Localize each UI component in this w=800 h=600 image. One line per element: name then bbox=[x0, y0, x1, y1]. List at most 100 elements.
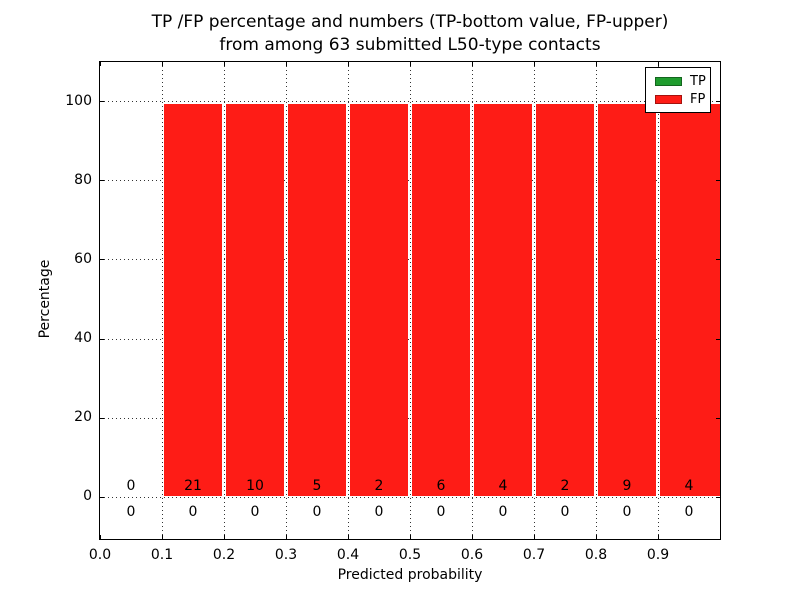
legend-swatch-fp bbox=[655, 94, 682, 104]
x-tick-bottom bbox=[533, 535, 535, 539]
bar-fp bbox=[660, 103, 720, 497]
y-tick-left bbox=[100, 259, 104, 261]
x-axis-label: Predicted probability bbox=[337, 567, 483, 583]
y-axis-label: Percentage bbox=[37, 259, 53, 339]
chart-title-line1: TP /FP percentage and numbers (TP-bottom… bbox=[151, 12, 669, 32]
y-tick-right bbox=[716, 338, 720, 340]
gridline-vertical bbox=[657, 62, 659, 539]
x-tick-top bbox=[595, 62, 597, 66]
gridline-vertical bbox=[471, 62, 473, 539]
x-tick-bottom bbox=[471, 535, 473, 539]
y-tick-label: 100 bbox=[65, 92, 92, 109]
legend-label-tp: TP bbox=[690, 73, 706, 89]
x-tick-bottom bbox=[595, 535, 597, 539]
x-tick-label: 0.3 bbox=[274, 547, 298, 563]
gridline-vertical bbox=[595, 62, 597, 539]
y-tick-left bbox=[100, 101, 104, 103]
gridline-horizontal bbox=[100, 259, 720, 261]
y-tick-label: 60 bbox=[74, 250, 92, 267]
tp-count-label: 0 bbox=[250, 504, 260, 521]
y-tick-right bbox=[716, 259, 720, 261]
gridline-horizontal bbox=[100, 180, 720, 182]
x-tick-label: 0.7 bbox=[522, 547, 546, 563]
x-tick-bottom bbox=[161, 535, 163, 539]
y-tick-left bbox=[100, 338, 104, 340]
bar-fp bbox=[598, 103, 656, 497]
bar-fp bbox=[474, 103, 532, 497]
tp-count-label: 0 bbox=[126, 504, 136, 521]
y-tick-right bbox=[716, 101, 720, 103]
fp-count-label: 2 bbox=[560, 478, 570, 495]
chart-title: TP /FP percentage and numbers (TP-bottom… bbox=[99, 11, 721, 57]
legend-swatch-tp bbox=[655, 76, 682, 86]
x-tick-bottom bbox=[223, 535, 225, 539]
x-tick-label: 0.9 bbox=[646, 547, 670, 563]
bar-fp bbox=[164, 103, 222, 497]
x-tick-top bbox=[223, 62, 225, 66]
x-tick-label: 0.5 bbox=[398, 547, 422, 563]
bar-fp bbox=[226, 103, 284, 497]
x-tick-bottom bbox=[99, 535, 101, 539]
fp-count-label: 4 bbox=[498, 478, 508, 495]
y-tick-right bbox=[716, 180, 720, 182]
legend: TP FP bbox=[645, 67, 711, 113]
x-tick-bottom bbox=[347, 535, 349, 539]
x-tick-label: 0.6 bbox=[460, 547, 484, 563]
bar-fp bbox=[412, 103, 470, 497]
y-tick-label: 20 bbox=[74, 409, 92, 426]
gridline-vertical bbox=[161, 62, 163, 539]
gridline-horizontal bbox=[100, 496, 720, 498]
y-tick-label: 80 bbox=[74, 171, 92, 188]
x-tick-top bbox=[657, 62, 659, 66]
y-tick-left bbox=[100, 180, 104, 182]
y-tick-left bbox=[100, 417, 104, 419]
x-tick-top bbox=[161, 62, 163, 66]
gridline-vertical bbox=[533, 62, 535, 539]
tp-count-label: 0 bbox=[436, 504, 446, 521]
tp-count-label: 0 bbox=[684, 504, 694, 521]
tp-count-label: 0 bbox=[374, 504, 384, 521]
y-tick-left bbox=[100, 496, 104, 498]
tp-count-label: 0 bbox=[560, 504, 570, 521]
plot-area bbox=[99, 61, 721, 540]
x-tick-label: 0.2 bbox=[212, 547, 236, 563]
y-tick-label: 40 bbox=[74, 330, 92, 347]
gridline-vertical bbox=[285, 62, 287, 539]
legend-item-fp: FP bbox=[655, 90, 710, 108]
bar-fp bbox=[536, 103, 594, 497]
y-tick-label: 0 bbox=[83, 488, 92, 505]
fp-count-label: 6 bbox=[436, 478, 446, 495]
gridline-horizontal bbox=[100, 101, 720, 103]
tp-count-label: 0 bbox=[622, 504, 632, 521]
legend-label-fp: FP bbox=[690, 91, 706, 107]
x-tick-top bbox=[471, 62, 473, 66]
x-tick-bottom bbox=[657, 535, 659, 539]
bar-fp bbox=[350, 103, 408, 497]
fp-count-label: 9 bbox=[622, 478, 632, 495]
bar-fp bbox=[288, 103, 346, 497]
legend-item-tp: TP bbox=[655, 72, 710, 90]
x-tick-top bbox=[533, 62, 535, 66]
gridline-horizontal bbox=[100, 338, 720, 340]
x-tick-top bbox=[347, 62, 349, 66]
tp-count-label: 0 bbox=[188, 504, 198, 521]
x-tick-bottom bbox=[285, 535, 287, 539]
fp-count-label: 5 bbox=[312, 478, 322, 495]
y-tick-right bbox=[716, 417, 720, 419]
x-tick-top bbox=[285, 62, 287, 66]
x-tick-bottom bbox=[409, 535, 411, 539]
gridline-vertical bbox=[409, 62, 411, 539]
x-tick-top bbox=[99, 62, 101, 66]
tp-count-label: 0 bbox=[498, 504, 508, 521]
x-tick-label: 0.4 bbox=[336, 547, 360, 563]
fp-count-label: 10 bbox=[246, 478, 264, 495]
fp-count-label: 0 bbox=[126, 478, 136, 495]
gridline-horizontal bbox=[100, 417, 720, 419]
fp-count-label: 4 bbox=[684, 478, 694, 495]
fp-count-label: 21 bbox=[184, 478, 202, 495]
chart-title-line2: from among 63 submitted L50-type contact… bbox=[219, 35, 601, 55]
x-tick-top bbox=[409, 62, 411, 66]
fp-count-label: 2 bbox=[374, 478, 384, 495]
x-tick-label: 0.1 bbox=[150, 547, 174, 563]
